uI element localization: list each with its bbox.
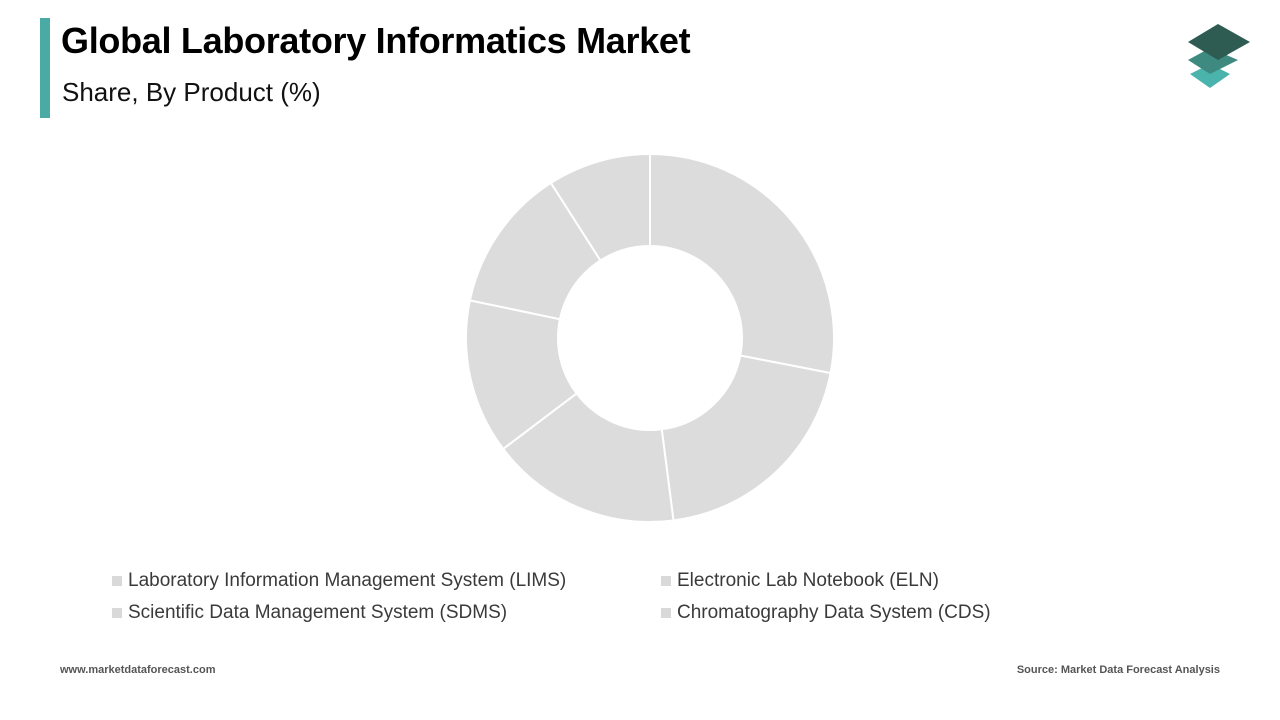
legend-item-cds: Chromatography Data System (CDS) [661, 602, 991, 624]
legend-swatch [661, 576, 671, 586]
donut-chart [440, 140, 860, 540]
donut-slice-3 [501, 392, 675, 523]
chart-subtitle: Share, By Product (%) [62, 77, 321, 107]
logo-layer-middle [1188, 48, 1238, 74]
logo-layer-top [1188, 24, 1250, 60]
legend-swatch [112, 608, 122, 618]
donut-slice-2 [660, 354, 832, 522]
legend-swatch [661, 608, 671, 618]
stacked-layers-logo-icon [1186, 22, 1252, 92]
legend-swatch [112, 576, 122, 586]
legend-label-cds: Chromatography Data System (CDS) [677, 602, 991, 623]
title-accent-bar [40, 18, 50, 118]
logo-layer-bottom [1190, 64, 1230, 88]
donut-slice-6 [549, 152, 651, 262]
legend-item-lims: Laboratory Information Management System… [112, 570, 566, 592]
legend-label-lims: Laboratory Information Management System… [128, 570, 567, 591]
legend-item-sdms: Scientific Data Management System (SDMS) [112, 602, 507, 624]
donut-chart-svg [465, 152, 835, 523]
legend-label-sdms: Scientific Data Management System (SDMS) [128, 602, 508, 623]
legend-label-eln: Electronic Lab Notebook (ELN) [677, 570, 939, 591]
donut-slice-1 [649, 152, 835, 375]
footer-source: Source: Market Data Forecast Analysis [1016, 664, 1220, 676]
footer-website: www.marketdataforecast.com [60, 664, 216, 676]
legend-item-eln: Electronic Lab Notebook (ELN) [661, 570, 939, 592]
chart-title: Global Laboratory Informatics Market [61, 20, 691, 61]
